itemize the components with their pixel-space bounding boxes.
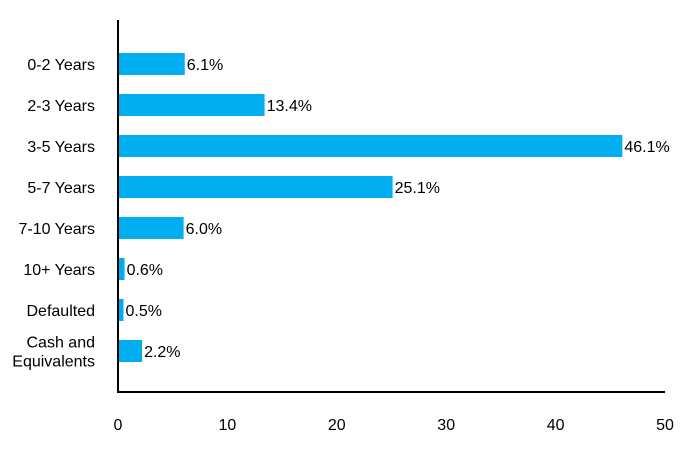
bar <box>118 217 184 239</box>
category-label-line: 3-5 Years <box>27 139 95 156</box>
category-label-line: 7-10 Years <box>18 221 95 238</box>
category-label: 0-2 Years <box>27 57 95 74</box>
data-label: 0.6% <box>127 262 163 279</box>
data-label: 0.5% <box>125 303 161 320</box>
x-tick-label: 20 <box>328 417 346 434</box>
x-tick-label: 0 <box>114 417 123 434</box>
category-label: 2-3 Years <box>27 98 95 115</box>
category-label: Cash and Equivalents <box>12 335 95 371</box>
bar <box>118 94 265 116</box>
category-label-line: Defaulted <box>27 303 96 320</box>
bar <box>118 258 125 280</box>
category-label-line: 2-3 Years <box>27 98 95 115</box>
data-label: 2.2% <box>144 344 180 361</box>
data-label: 6.0% <box>186 221 222 238</box>
category-label: 5-7 Years <box>27 180 95 197</box>
axes-layer <box>117 20 665 393</box>
x-tick-label: 30 <box>437 417 455 434</box>
x-tick-labels-layer: 0 10 20 30 40 50 <box>114 417 674 434</box>
bar <box>118 340 143 362</box>
category-label-line: Cash and <box>27 335 96 352</box>
x-tick-label: 40 <box>547 417 565 434</box>
x-tick-label: 10 <box>219 417 237 434</box>
category-label: Defaulted <box>27 303 96 320</box>
bar <box>118 53 185 75</box>
category-label-line: 5-7 Years <box>27 180 95 197</box>
data-label: 13.4% <box>267 98 312 115</box>
category-label-line: Equivalents <box>12 354 95 371</box>
data-label: 25.1% <box>395 180 440 197</box>
bar <box>118 299 124 321</box>
x-tick-label: 50 <box>656 417 674 434</box>
category-label: 7-10 Years <box>18 221 95 238</box>
data-label: 46.1% <box>624 139 669 156</box>
bar <box>118 135 623 157</box>
data-labels-layer: 6.1% 13.4% 46.1% 25.1% 6.0% 0.6% 0.5% 2.2% <box>125 57 669 361</box>
category-labels-layer: 0-2 Years 2-3 Years 3-5 Years 5-7 Years 7-10… <box>12 57 95 371</box>
category-label-line: 0-2 Years <box>27 57 95 74</box>
category-label: 3-5 Years <box>27 139 95 156</box>
category-label: 10+ Years <box>23 262 95 279</box>
bars-layer <box>118 53 623 362</box>
data-label: 6.1% <box>187 57 223 74</box>
bar <box>118 176 393 198</box>
category-label-line: 10+ Years <box>23 262 95 279</box>
